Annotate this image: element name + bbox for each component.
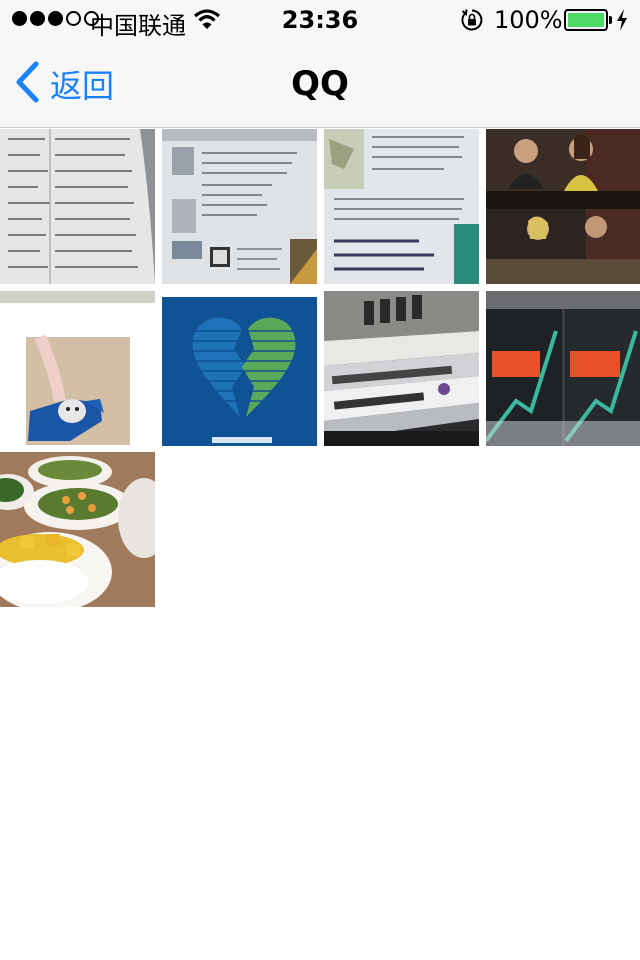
navigation-bar: 返回 QQ [0, 40, 640, 128]
status-bar: 中国联通 23:36 100% [0, 0, 640, 40]
top-bar: 中国联通 23:36 100% [0, 0, 640, 128]
photo-magazine-page[interactable] [324, 129, 479, 284]
photo-book-covers[interactable] [486, 291, 640, 446]
photo-tv-show-still[interactable] [486, 129, 640, 284]
photo-dinner-dishes[interactable] [0, 452, 155, 607]
battery-icon [564, 9, 608, 31]
page-title: QQ [0, 64, 640, 104]
photo-broken-heart[interactable] [162, 291, 317, 446]
orientation-lock-icon [460, 8, 484, 38]
photo-book-stack[interactable] [324, 291, 479, 446]
charging-bolt-icon [616, 9, 628, 37]
photo-hamster-toy[interactable] [0, 291, 155, 446]
battery-cap [609, 16, 612, 24]
photo-book-page-list[interactable] [0, 129, 155, 284]
photo-magazine-linus[interactable] [162, 129, 317, 284]
battery-percent: 100% [494, 6, 563, 34]
